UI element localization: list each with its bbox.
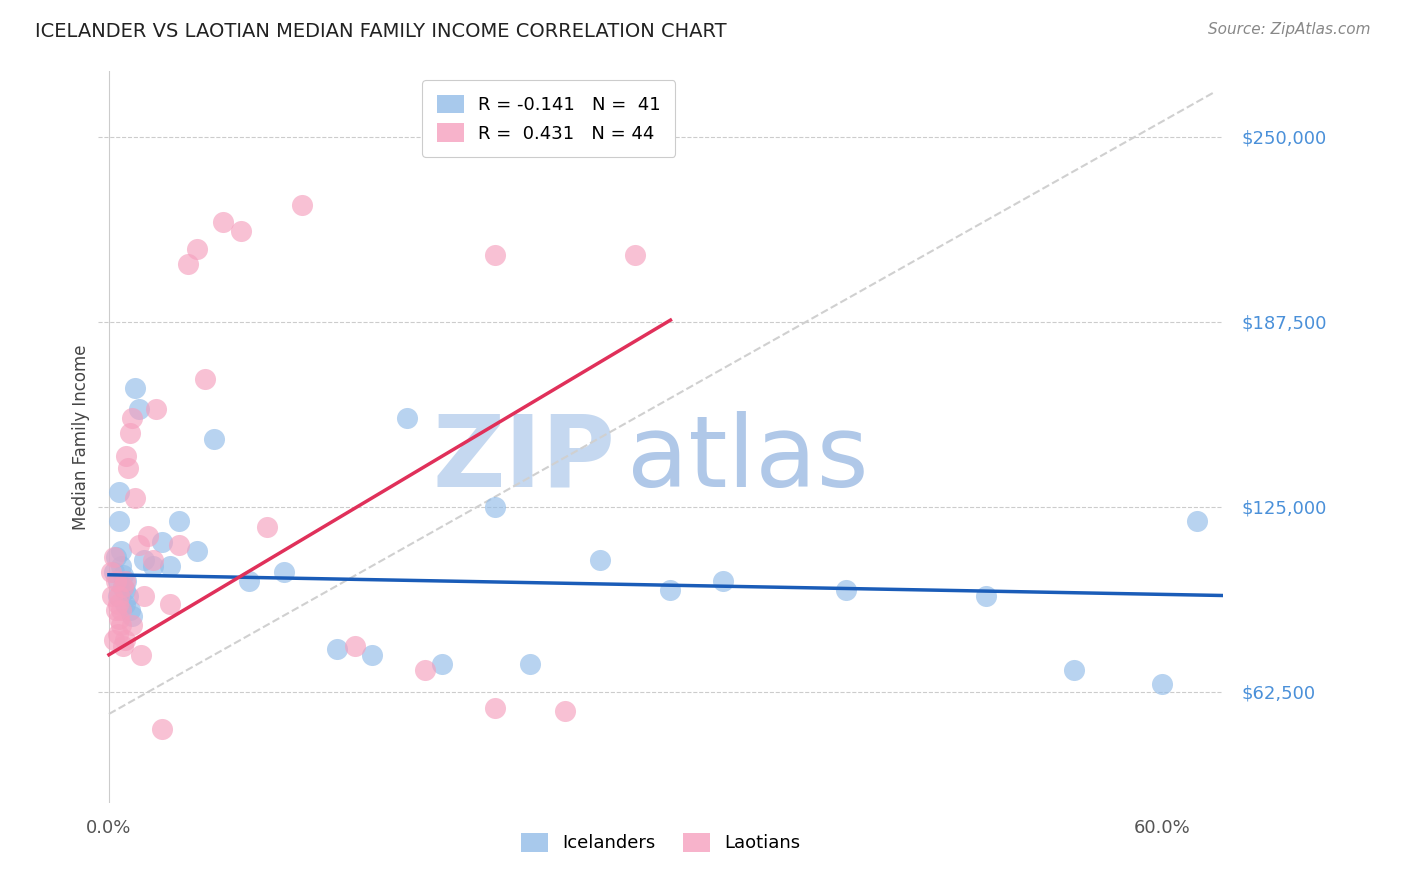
Legend: Icelanders, Laotians: Icelanders, Laotians bbox=[513, 826, 808, 860]
Point bbox=[150, 722, 173, 736]
Point bbox=[167, 538, 190, 552]
Point bbox=[128, 538, 150, 552]
Point bbox=[432, 657, 454, 671]
Point bbox=[159, 598, 181, 612]
Point bbox=[238, 574, 260, 588]
Point bbox=[108, 589, 131, 603]
Point bbox=[256, 520, 278, 534]
Point bbox=[103, 549, 125, 564]
Point bbox=[194, 372, 217, 386]
Point bbox=[186, 242, 208, 256]
Point bbox=[229, 224, 252, 238]
Point bbox=[159, 558, 181, 573]
Point bbox=[129, 648, 152, 662]
Point bbox=[132, 589, 155, 603]
Point bbox=[202, 432, 225, 446]
Point bbox=[343, 639, 366, 653]
Point bbox=[273, 565, 295, 579]
Point bbox=[326, 641, 349, 656]
Point bbox=[114, 582, 136, 597]
Point bbox=[835, 582, 858, 597]
Point bbox=[121, 618, 143, 632]
Text: Source: ZipAtlas.com: Source: ZipAtlas.com bbox=[1208, 22, 1371, 37]
Point bbox=[115, 574, 138, 588]
Point bbox=[117, 461, 139, 475]
Point bbox=[142, 553, 165, 567]
Point bbox=[136, 529, 159, 543]
Point bbox=[104, 603, 127, 617]
Point bbox=[114, 632, 136, 647]
Point bbox=[519, 657, 541, 671]
Point bbox=[589, 553, 612, 567]
Point bbox=[114, 574, 136, 588]
Point bbox=[111, 639, 134, 653]
Point bbox=[976, 589, 998, 603]
Point bbox=[659, 582, 682, 597]
Point bbox=[107, 598, 129, 612]
Point bbox=[110, 558, 132, 573]
Point bbox=[117, 589, 139, 603]
Point bbox=[291, 197, 314, 211]
Text: atlas: atlas bbox=[627, 410, 869, 508]
Point bbox=[167, 515, 190, 529]
Point bbox=[484, 701, 506, 715]
Point bbox=[110, 618, 132, 632]
Point bbox=[107, 627, 129, 641]
Point bbox=[186, 544, 208, 558]
Point bbox=[118, 425, 141, 440]
Point bbox=[128, 401, 150, 416]
Point bbox=[104, 549, 127, 564]
Point bbox=[101, 589, 124, 603]
Point bbox=[111, 580, 134, 594]
Point bbox=[110, 544, 132, 558]
Point bbox=[121, 609, 143, 624]
Point bbox=[132, 553, 155, 567]
Point bbox=[150, 535, 173, 549]
Y-axis label: Median Family Income: Median Family Income bbox=[72, 344, 90, 530]
Point bbox=[413, 663, 436, 677]
Point bbox=[103, 632, 125, 647]
Point bbox=[554, 704, 576, 718]
Point bbox=[396, 410, 419, 425]
Point bbox=[1150, 677, 1173, 691]
Point bbox=[145, 401, 167, 416]
Point bbox=[108, 484, 131, 499]
Point bbox=[1185, 515, 1208, 529]
Point bbox=[212, 215, 235, 229]
Point bbox=[177, 257, 200, 271]
Point bbox=[124, 491, 146, 505]
Point bbox=[124, 381, 146, 395]
Point bbox=[118, 603, 141, 617]
Point bbox=[711, 574, 734, 588]
Text: ICELANDER VS LAOTIAN MEDIAN FAMILY INCOME CORRELATION CHART: ICELANDER VS LAOTIAN MEDIAN FAMILY INCOM… bbox=[35, 22, 727, 41]
Point bbox=[1063, 663, 1085, 677]
Text: ZIP: ZIP bbox=[433, 410, 616, 508]
Point bbox=[484, 500, 506, 514]
Point bbox=[111, 567, 134, 582]
Point bbox=[108, 612, 131, 626]
Point bbox=[361, 648, 384, 662]
Point bbox=[142, 558, 165, 573]
Point bbox=[121, 410, 143, 425]
Point bbox=[110, 603, 132, 617]
Point bbox=[115, 450, 138, 464]
Point bbox=[103, 565, 125, 579]
Point bbox=[108, 515, 131, 529]
Point bbox=[107, 574, 129, 588]
Point bbox=[100, 565, 122, 579]
Point bbox=[104, 574, 127, 588]
Point bbox=[111, 580, 134, 594]
Point bbox=[624, 248, 647, 262]
Point bbox=[114, 598, 136, 612]
Point bbox=[107, 589, 129, 603]
Point bbox=[484, 248, 506, 262]
